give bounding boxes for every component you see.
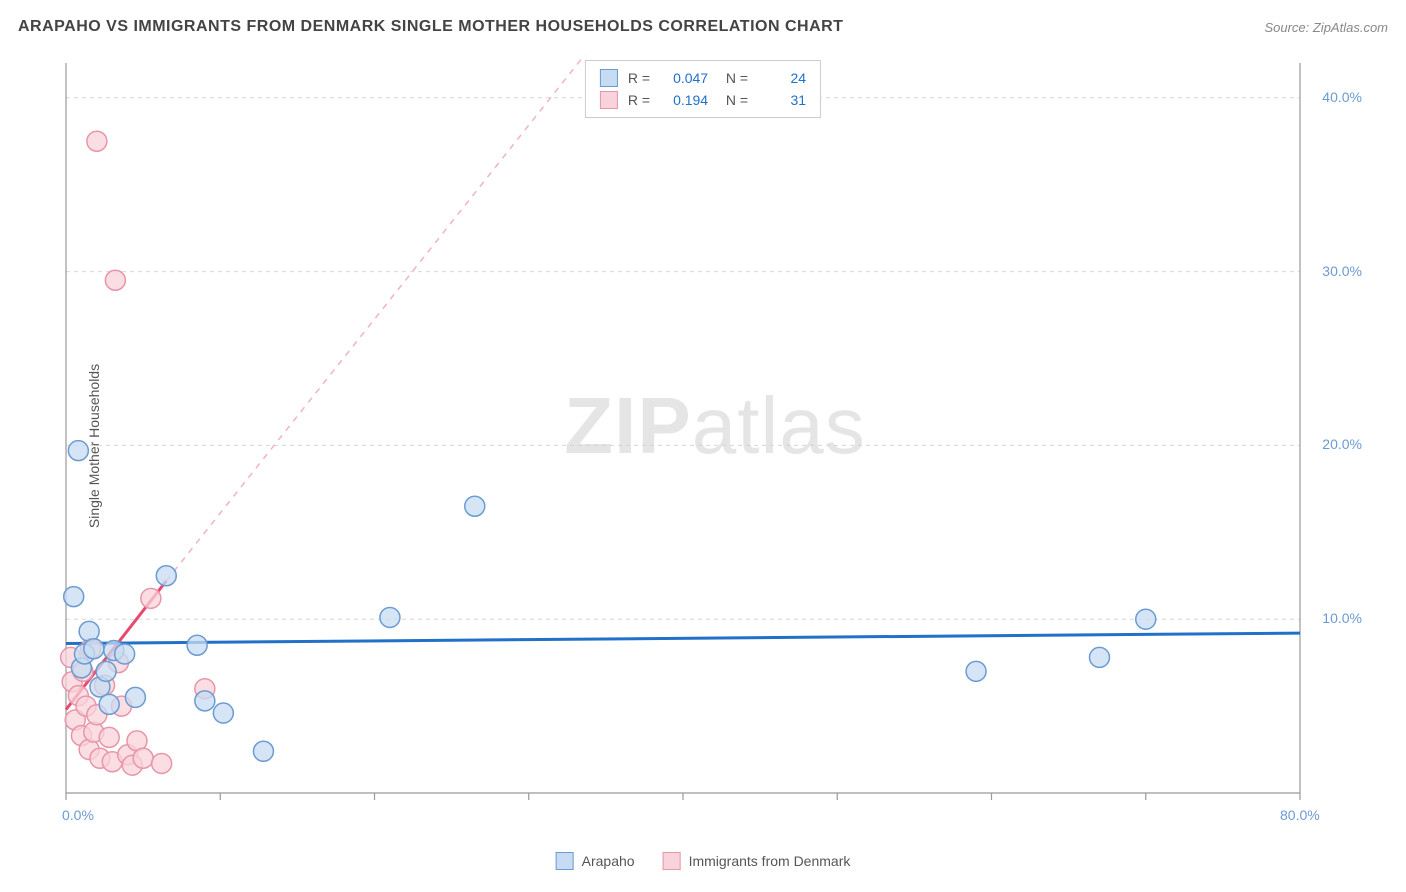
x-tick-label: 80.0% (1280, 807, 1320, 823)
legend-item-arapaho: Arapaho (556, 852, 635, 870)
legend-r-label: R = (628, 70, 650, 86)
legend-n-value-denmark: 31 (758, 92, 806, 108)
legend-n-value-arapaho: 24 (758, 70, 806, 86)
scatter-plot (60, 55, 1370, 815)
legend-r-label: R = (628, 92, 650, 108)
legend-row-denmark: R = 0.194 N = 31 (600, 89, 806, 111)
legend-item-denmark: Immigrants from Denmark (663, 852, 851, 870)
y-tick-label: 10.0% (1322, 610, 1362, 626)
swatch-denmark-bottom (663, 852, 681, 870)
series-legend: Arapaho Immigrants from Denmark (556, 852, 851, 870)
swatch-arapaho (600, 69, 618, 87)
swatch-arapaho-bottom (556, 852, 574, 870)
legend-row-arapaho: R = 0.047 N = 24 (600, 67, 806, 89)
y-tick-label: 40.0% (1322, 89, 1362, 105)
legend-n-label: N = (718, 92, 748, 108)
legend-r-value-arapaho: 0.047 (660, 70, 708, 86)
y-tick-label: 30.0% (1322, 263, 1362, 279)
legend-label-arapaho: Arapaho (582, 853, 635, 869)
legend-label-denmark: Immigrants from Denmark (689, 853, 851, 869)
chart-title: ARAPAHO VS IMMIGRANTS FROM DENMARK SINGL… (18, 18, 843, 36)
swatch-denmark (600, 91, 618, 109)
legend-r-value-denmark: 0.194 (660, 92, 708, 108)
chart-source: Source: ZipAtlas.com (1264, 20, 1388, 35)
y-tick-label: 20.0% (1322, 436, 1362, 452)
chart-area: ZIPatlas 10.0%20.0%30.0%40.0%0.0%80.0% (60, 55, 1370, 815)
legend-n-label: N = (718, 70, 748, 86)
x-tick-label: 0.0% (62, 807, 94, 823)
correlation-legend: R = 0.047 N = 24 R = 0.194 N = 31 (585, 60, 821, 118)
